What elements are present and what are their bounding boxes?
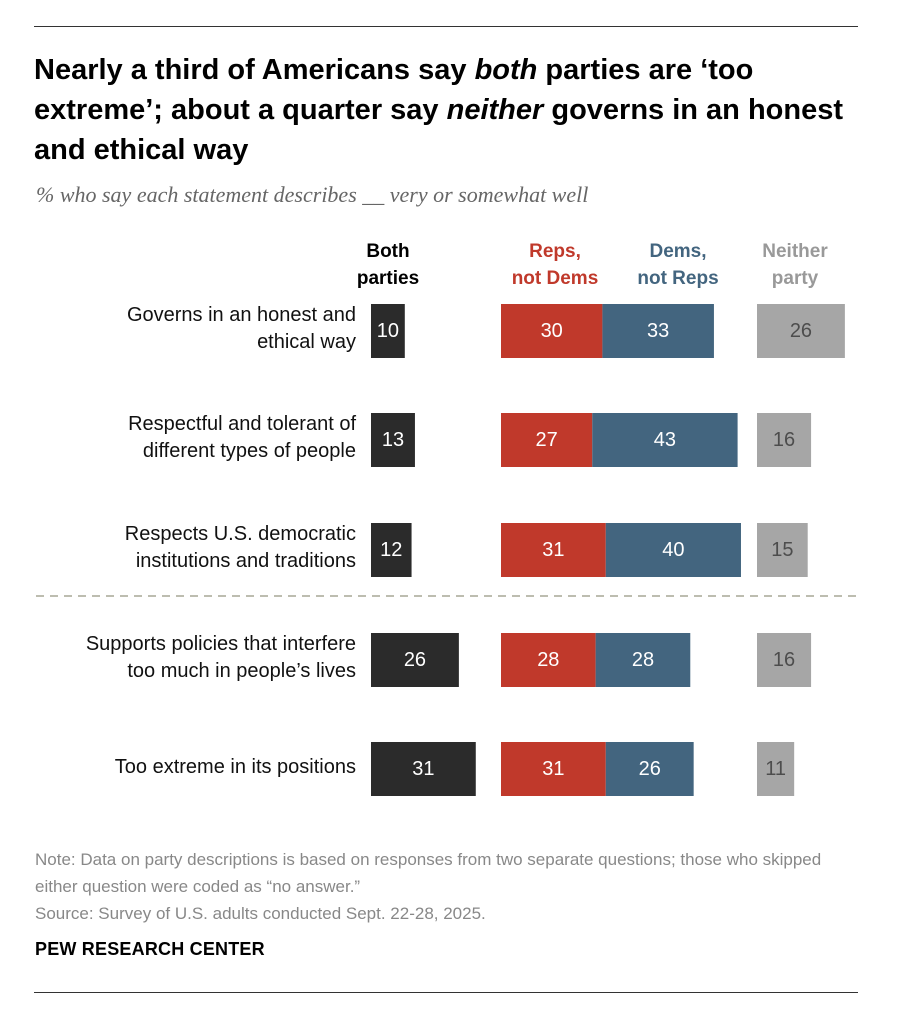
bar-reps-not-dems — [501, 742, 606, 796]
row-label-line: institutions and traditions — [135, 550, 356, 572]
bar-dems-not-reps — [602, 304, 714, 358]
row-label-line: too much in people’s lives — [127, 660, 356, 682]
bar-dems-not-reps — [592, 413, 738, 467]
value-label-both-parties: 10 — [377, 320, 399, 342]
row-label: Respects U.S. democratic institutions and… — [125, 521, 356, 575]
value-label-both-parties: 12 — [380, 539, 402, 561]
bar-neither-party — [757, 304, 845, 358]
bar-reps-not-dems — [501, 304, 603, 358]
bar-reps-not-dems — [501, 523, 606, 577]
bar-neither-party — [757, 523, 808, 577]
value-label-reps-not-dems: 27 — [536, 429, 558, 451]
row-label-line: Respects U.S. democratic — [124, 523, 356, 545]
brand-logo-text: PEW RESEARCH CENTER — [35, 939, 265, 959]
bar-neither-party — [757, 413, 812, 467]
bar-neither-party — [757, 633, 812, 687]
row-label: Governs in an honest and ethical way — [127, 302, 356, 356]
column-header-both: Both parties — [356, 241, 420, 289]
chart-title: Nearly a third of Americans say both par… — [34, 54, 844, 166]
bar-dems-not-reps — [605, 742, 694, 796]
chart-subtitle: % who say each statement describes __ ve… — [36, 182, 589, 207]
bar-reps-not-dems — [501, 633, 596, 687]
source-text: Source: Survey of U.S. adults conducted … — [35, 904, 486, 923]
value-label-neither-party: 16 — [773, 429, 795, 451]
value-label-reps-not-dems: 30 — [541, 320, 563, 342]
value-label-neither-party: 11 — [765, 758, 786, 780]
value-label-dems-not-reps: 40 — [662, 539, 684, 561]
note-text: Note: Data on party descriptions is base… — [35, 850, 822, 896]
value-label-dems-not-reps: 28 — [632, 649, 654, 671]
value-label-both-parties: 26 — [404, 649, 426, 671]
bar-dems-not-reps — [595, 633, 691, 687]
value-label-reps-not-dems: 28 — [537, 649, 559, 671]
bar-both-parties — [371, 304, 405, 358]
column-header-reps: Reps, not Dems — [511, 241, 599, 289]
bar-both-parties — [371, 523, 412, 577]
value-label-reps-not-dems: 31 — [542, 539, 564, 561]
value-label-neither-party: 26 — [790, 320, 812, 342]
value-label-dems-not-reps: 43 — [654, 429, 676, 451]
value-label-neither-party: 15 — [771, 539, 793, 561]
bar-both-parties — [371, 633, 459, 687]
value-label-dems-not-reps: 33 — [647, 320, 669, 342]
value-label-both-parties: 31 — [412, 758, 434, 780]
bar-neither-party — [757, 742, 795, 796]
bar-reps-not-dems — [501, 413, 593, 467]
row-label: Too extreme in its positions — [115, 754, 356, 781]
row-label-line: Too extreme in its positions — [114, 755, 356, 778]
value-label-neither-party: 16 — [773, 649, 795, 671]
row-label-line: ethical way — [257, 331, 356, 353]
row-label-line: different types of people — [142, 440, 356, 462]
column-header-dems: Dems, not Reps — [637, 241, 719, 289]
row-label-line: Governs in an honest and — [126, 304, 356, 326]
bottom-rule — [34, 992, 858, 993]
column-header-neither: Neither party — [762, 241, 828, 289]
row-label-line: Respectful and tolerant of — [128, 413, 356, 435]
bar-dems-not-reps — [605, 523, 741, 577]
row-label-line: Supports policies that interfere — [85, 633, 356, 655]
row-label: Supports policies that interfere too much… — [86, 631, 356, 685]
value-label-reps-not-dems: 31 — [542, 758, 564, 780]
bar-both-parties — [371, 742, 476, 796]
value-label-both-parties: 13 — [382, 429, 404, 451]
bar-both-parties — [371, 413, 415, 467]
value-label-dems-not-reps: 26 — [639, 758, 661, 780]
row-label: Respectful and tolerant of different type… — [128, 411, 356, 465]
top-rule — [34, 26, 858, 27]
